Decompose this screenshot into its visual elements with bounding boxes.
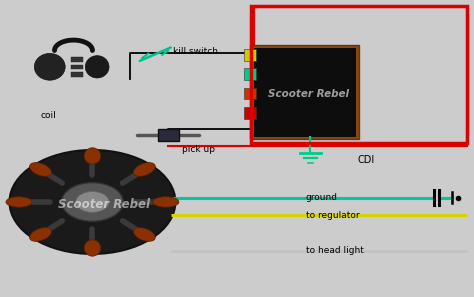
Bar (244, 49, 256, 61)
Bar (244, 68, 256, 80)
Bar (157, 129, 179, 141)
Ellipse shape (153, 197, 179, 207)
Bar (244, 107, 256, 119)
Bar (71, 57, 83, 62)
Ellipse shape (84, 148, 101, 164)
Text: Scooter Rebel: Scooter Rebel (268, 89, 348, 99)
Bar (250, 45, 359, 139)
Ellipse shape (134, 162, 155, 176)
Ellipse shape (84, 240, 100, 256)
Ellipse shape (29, 162, 51, 176)
Bar (71, 65, 83, 69)
Ellipse shape (6, 197, 32, 207)
Text: kill switch: kill switch (173, 48, 218, 56)
Bar (71, 72, 83, 77)
Circle shape (76, 192, 109, 212)
Text: to regulator: to regulator (306, 211, 359, 220)
Ellipse shape (134, 228, 155, 241)
Text: to head light: to head light (306, 247, 364, 255)
Bar (251, 6, 467, 143)
Text: CDI: CDI (358, 155, 375, 165)
Bar (244, 88, 256, 99)
Circle shape (9, 150, 175, 254)
Ellipse shape (85, 56, 109, 78)
Ellipse shape (34, 53, 65, 80)
Text: coil: coil (40, 111, 56, 120)
Circle shape (62, 183, 123, 221)
Text: ground: ground (306, 193, 338, 202)
Ellipse shape (29, 228, 51, 241)
Text: pick up: pick up (182, 146, 216, 154)
Bar (254, 48, 356, 137)
Text: Scooter Rebel: Scooter Rebel (58, 198, 150, 211)
